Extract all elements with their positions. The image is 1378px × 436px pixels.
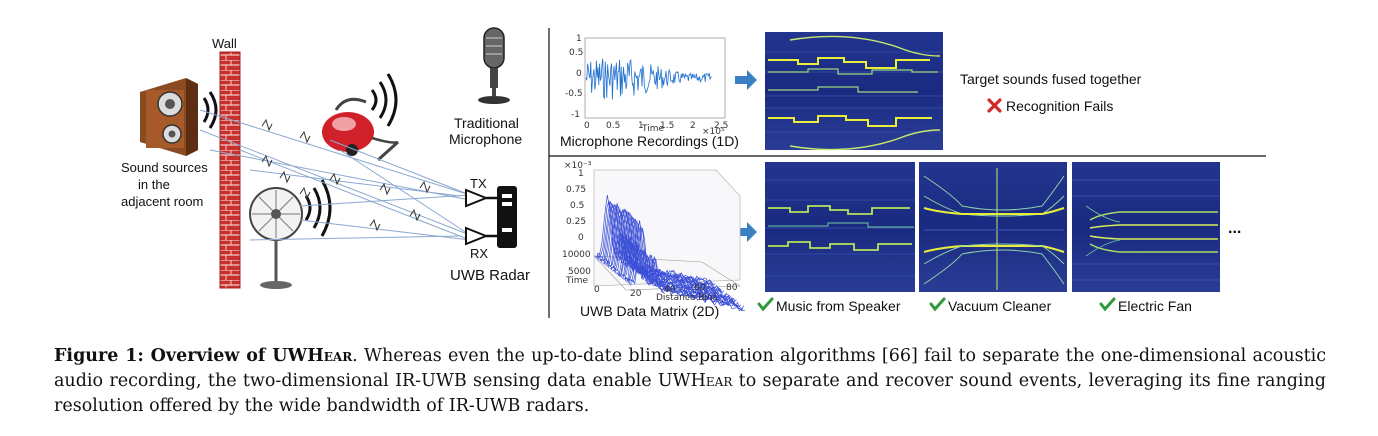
mic-ytick-neg1: -1 bbox=[571, 110, 580, 120]
mic-x-exponent: ×10⁵ bbox=[702, 127, 725, 137]
mic-label-line2: Microphone bbox=[449, 131, 522, 147]
result-vacuum: Vacuum Cleaner bbox=[948, 298, 1052, 314]
uwb-dist-tick-60: 60 bbox=[694, 283, 706, 293]
wall-label: Wall bbox=[212, 36, 237, 51]
ellipsis: ... bbox=[1228, 220, 1241, 237]
check-icon bbox=[1099, 297, 1116, 312]
spectrogram-fan bbox=[1072, 162, 1220, 292]
mic-xtick-2.5: 2.5 bbox=[714, 121, 728, 131]
arrow-icon bbox=[735, 70, 757, 90]
fail-result: Recognition Fails bbox=[1006, 98, 1113, 114]
mic-plot-caption: Microphone Recordings (1D) bbox=[560, 133, 739, 149]
sources-label-line2: in the bbox=[138, 177, 170, 192]
uwb-ztick-0: 0 bbox=[578, 233, 584, 243]
caption-text-2: to separate and recover sound events, le… bbox=[54, 371, 1326, 416]
figure-caption: Figure 1: Overview of UWHear. Whereas ev… bbox=[54, 344, 1326, 419]
uwb-matrix-plot: ×10⁻³ 1 0.75 0.5 0.25 0 10000 5000 Time … bbox=[562, 161, 746, 319]
cross-icon bbox=[987, 98, 1002, 113]
uwb-trace-line bbox=[630, 227, 746, 312]
sources-label-line1: Sound sources bbox=[121, 160, 208, 175]
check-icon bbox=[929, 297, 946, 312]
mic-ytick-0: 0 bbox=[576, 69, 582, 79]
vacuum-cleaner-icon bbox=[322, 73, 400, 162]
uwb-time-tick-5000: 5000 bbox=[568, 267, 591, 277]
speaker-icon bbox=[140, 78, 218, 156]
uwb-ztick-0.75: 0.75 bbox=[566, 185, 586, 195]
uwb-ztick-0.25: 0.25 bbox=[566, 217, 586, 227]
arrow-icon bbox=[735, 222, 757, 242]
mic-xtick-2: 2 bbox=[690, 121, 696, 131]
uwb-plot-caption: UWB Data Matrix (2D) bbox=[580, 303, 719, 319]
rx-label: RX bbox=[470, 246, 488, 261]
uwb-trace-line bbox=[627, 220, 743, 309]
spectrogram-music bbox=[765, 162, 915, 292]
uwb-time-label: Time bbox=[565, 276, 588, 286]
signal-pulses bbox=[261, 118, 431, 232]
check-icon bbox=[757, 297, 774, 312]
uwb-ztick-0.5: 0.5 bbox=[570, 201, 584, 211]
uwb-ztick-1: 1 bbox=[578, 169, 584, 179]
caption-text-1: . Whereas even the up-to-date blind sepa… bbox=[54, 346, 1326, 391]
mic-xtick-1: 1 bbox=[638, 121, 644, 131]
fail-text: Target sounds fused together bbox=[960, 71, 1142, 87]
uwb-matrix-surface bbox=[595, 194, 746, 312]
uwb-trace-line bbox=[626, 222, 742, 308]
mic-xtick-0.5: 0.5 bbox=[606, 121, 620, 131]
brick-wall bbox=[219, 51, 241, 289]
uwb-trace-line bbox=[629, 225, 744, 312]
radar-label: UWB Radar bbox=[450, 267, 530, 284]
electric-fan-icon bbox=[249, 179, 332, 289]
result-music: Music from Speaker bbox=[776, 298, 901, 314]
caption-label: Figure 1: Overview of UWHear bbox=[54, 346, 353, 366]
caption-text-sc: ear bbox=[705, 371, 733, 391]
uwb-trace-line bbox=[622, 218, 737, 306]
uwb-dist-label: Distance Bins bbox=[656, 293, 718, 303]
mic-xtick-1.5: 1.5 bbox=[660, 121, 674, 131]
overview-figure: Wall Sound sources in the adjacent room bbox=[121, 27, 1266, 319]
mic-label-line1: Traditional bbox=[454, 115, 519, 131]
sources-label-line3: adjacent room bbox=[121, 194, 203, 209]
mic-xlabel: Time bbox=[641, 124, 664, 134]
scene: Wall Sound sources in the adjacent room bbox=[121, 27, 530, 289]
uwb-exponent: ×10⁻³ bbox=[564, 161, 592, 171]
uwb-dist-tick-40: 40 bbox=[664, 285, 676, 295]
mic-xtick-0: 0 bbox=[584, 121, 590, 131]
uwb-time-tick-10000: 10000 bbox=[562, 250, 591, 260]
result-fan: Electric Fan bbox=[1118, 298, 1192, 314]
mixed-spectrogram bbox=[765, 32, 943, 151]
uwb-dist-tick-20: 20 bbox=[630, 289, 642, 299]
tx-label: TX bbox=[470, 176, 487, 191]
mic-ytick-0.5: 0.5 bbox=[569, 48, 583, 58]
uwb-dist-tick-80: 80 bbox=[726, 283, 738, 293]
uwb-radar-icon bbox=[465, 186, 517, 248]
microphone-icon bbox=[478, 27, 510, 104]
uwb-dist-tick-0: 0 bbox=[594, 285, 600, 295]
mic-ytick-1: 1 bbox=[576, 34, 582, 44]
mic-ytick-neg0.5: -0.5 bbox=[565, 89, 583, 99]
mic-waveform-plot: 1 0.5 0 -0.5 -1 0 0.5 1 1.5 2 2.5 Time ×… bbox=[560, 34, 739, 149]
waveform-signal bbox=[585, 58, 712, 100]
spectrogram-vacuum bbox=[919, 162, 1067, 292]
